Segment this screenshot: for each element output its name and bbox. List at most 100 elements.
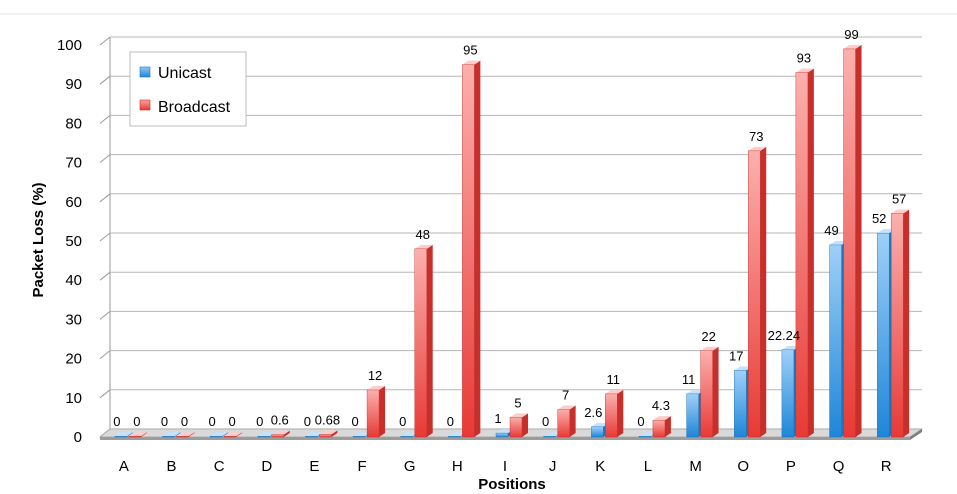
- unicast-bar: [114, 432, 133, 438]
- bar-side: [712, 346, 719, 437]
- y-tick-label: 20: [65, 351, 82, 368]
- x-tick-label: J: [549, 458, 557, 475]
- broadcast-bar: [748, 146, 767, 438]
- bar-front: [543, 436, 556, 438]
- bar-side: [903, 209, 910, 437]
- bar-side: [236, 432, 243, 437]
- x-tick-label: D: [261, 458, 272, 475]
- bar-front: [414, 248, 427, 438]
- bar-front: [114, 436, 128, 438]
- bar-side: [569, 405, 576, 437]
- unicast-value-label: 0: [399, 414, 406, 429]
- bar-front: [176, 436, 189, 438]
- broadcast-value-label: 0: [133, 414, 140, 429]
- bar-side: [379, 385, 386, 437]
- bar-front: [748, 150, 761, 438]
- gridline-side: [99, 36, 111, 46]
- bar-side: [664, 416, 671, 437]
- unicast-value-label: 0: [542, 414, 549, 429]
- legend: Unicast Broadcast: [129, 51, 247, 127]
- y-tick-label: 40: [65, 272, 82, 289]
- y-tick-label: 30: [65, 311, 82, 328]
- broadcast-value-label: 4.3: [652, 398, 670, 413]
- broadcast-bar: [462, 60, 481, 438]
- broadcast-bar: [223, 432, 243, 438]
- gridline-side: [99, 154, 111, 163]
- bar-side: [760, 146, 767, 437]
- unicast-value-label: 0: [304, 414, 311, 429]
- legend-label-broadcast: Broadcast: [158, 99, 231, 116]
- bars: [114, 44, 910, 438]
- bar-front: [843, 48, 856, 438]
- bar-front: [462, 64, 475, 438]
- bar-top: [510, 413, 528, 418]
- bar-side: [807, 68, 814, 437]
- bar-top: [305, 432, 324, 437]
- bar-front: [128, 436, 142, 438]
- unicast-bar: [686, 389, 705, 438]
- bar-front: [829, 244, 842, 438]
- bar-side: [522, 413, 528, 437]
- bar-top: [638, 432, 657, 437]
- bar-top: [162, 432, 181, 437]
- bar-side: [174, 432, 181, 437]
- y-tick-label: 100: [57, 37, 82, 54]
- unicast-value-label: 0: [113, 414, 120, 429]
- bar-front: [591, 426, 604, 438]
- bar-side: [331, 430, 338, 437]
- gridline-side: [99, 389, 111, 399]
- broadcast-bar: [557, 405, 576, 438]
- x-tick-label: P: [786, 458, 796, 475]
- x-tick-label: R: [881, 458, 892, 475]
- broadcast-bar: [605, 389, 624, 438]
- x-tick-label: I: [503, 458, 507, 475]
- y-tick-label: 0: [74, 429, 82, 446]
- y-tick-label: 70: [65, 155, 82, 172]
- broadcast-value-label: 0: [181, 414, 188, 429]
- floor-front: [100, 437, 910, 440]
- unicast-value-label: 0: [161, 414, 168, 429]
- bar-top: [496, 429, 514, 434]
- x-tick-label: C: [214, 458, 225, 475]
- unicast-value-label: 17: [729, 348, 743, 363]
- bar-front: [162, 436, 175, 438]
- x-tick-label: O: [737, 458, 749, 475]
- bar-top: [367, 385, 386, 390]
- broadcast-bar: [509, 413, 528, 438]
- bar-top: [686, 389, 705, 394]
- broadcast-value-label: 93: [797, 50, 811, 65]
- bar-top: [700, 346, 719, 351]
- unicast-value-label: 49: [824, 223, 838, 238]
- broadcast-value-label: 95: [463, 43, 477, 58]
- bar-side: [126, 432, 133, 437]
- bar-top: [748, 146, 767, 151]
- bar-top: [843, 44, 862, 49]
- bar-side: [426, 244, 433, 437]
- bar-front: [271, 434, 284, 438]
- bar-front: [686, 393, 699, 438]
- bar-top: [795, 68, 814, 73]
- gridline-side: [99, 75, 111, 85]
- x-tick-label: Q: [833, 458, 845, 475]
- unicast-bar: [162, 432, 181, 438]
- grid: [99, 36, 922, 438]
- bar-top: [605, 389, 624, 394]
- bar-side: [283, 430, 290, 437]
- bar-front: [557, 409, 570, 438]
- bar-front: [448, 436, 461, 438]
- bar-front: [352, 436, 366, 438]
- broadcast-value-label: 99: [844, 27, 858, 42]
- bar-top: [400, 432, 419, 437]
- bar-top: [448, 432, 467, 437]
- broadcast-swatch: [139, 99, 151, 111]
- broadcast-bar: [795, 68, 814, 438]
- x-tick-label: E: [309, 458, 319, 475]
- unicast-swatch: [139, 66, 151, 78]
- y-tick-label: 10: [65, 390, 82, 407]
- gridline-side: [99, 193, 111, 203]
- x-tick-label: G: [404, 458, 416, 475]
- bar-front: [366, 389, 380, 438]
- bar-top: [128, 432, 147, 437]
- broadcast-value-label: 0.68: [315, 412, 340, 427]
